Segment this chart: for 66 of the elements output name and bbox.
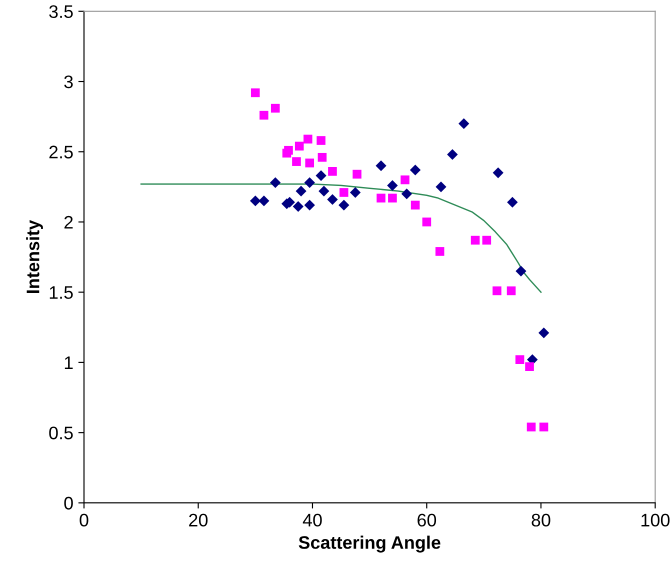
point — [482, 236, 492, 245]
point — [447, 149, 458, 160]
point — [539, 422, 548, 432]
y-tick-label: 1 — [64, 356, 73, 369]
point — [296, 186, 306, 196]
point — [526, 422, 536, 432]
x-axis-title: Scattering Angle — [298, 536, 440, 553]
x-tick-label: 0 — [80, 514, 88, 527]
point — [492, 286, 502, 296]
point — [515, 355, 524, 364]
point — [316, 170, 326, 181]
y-axis-title: Intensity — [26, 220, 43, 293]
point — [376, 160, 386, 172]
x-tick-label: 40 — [302, 514, 322, 527]
point — [435, 247, 444, 256]
x-tick-label: 100 — [642, 514, 670, 527]
point — [400, 175, 410, 184]
y-tick-label: 3.5 — [49, 5, 73, 18]
point — [458, 118, 470, 130]
point — [250, 196, 261, 206]
y-tick-label: 1.5 — [50, 286, 73, 299]
y-tick-label: 3 — [64, 75, 73, 88]
point — [260, 110, 268, 120]
point — [507, 196, 518, 208]
point — [410, 200, 420, 210]
point — [294, 142, 304, 151]
y-tick-label: 2.5 — [49, 146, 73, 158]
point — [376, 194, 386, 202]
point — [516, 266, 526, 276]
point — [340, 188, 348, 197]
x-tick-label: 20 — [189, 514, 208, 527]
y-tick-label: 0.5 — [49, 426, 73, 440]
y-tick-label: 0 — [64, 496, 73, 510]
x-tick-label: 80 — [532, 514, 550, 527]
y-tick-label: 2 — [64, 216, 73, 229]
point — [318, 186, 330, 196]
point — [327, 194, 338, 205]
point — [304, 200, 316, 210]
point — [304, 177, 316, 188]
point — [350, 187, 361, 198]
point — [270, 104, 280, 113]
point — [305, 158, 314, 168]
point — [328, 167, 337, 176]
point — [304, 134, 312, 144]
point — [388, 194, 397, 202]
x-tick-label: 60 — [418, 514, 436, 527]
point — [338, 200, 350, 210]
point — [258, 196, 270, 206]
point — [422, 218, 432, 226]
point — [492, 167, 504, 178]
point — [316, 136, 326, 145]
point — [387, 180, 398, 191]
point — [270, 177, 281, 188]
point — [292, 157, 301, 166]
point — [506, 286, 516, 296]
point — [470, 236, 480, 245]
point — [436, 181, 446, 192]
point — [250, 88, 260, 98]
point — [538, 328, 550, 338]
point — [525, 362, 534, 372]
point — [401, 188, 412, 200]
point — [284, 146, 293, 155]
point — [318, 152, 327, 162]
point — [292, 201, 304, 212]
point — [410, 164, 421, 176]
point — [352, 170, 362, 179]
